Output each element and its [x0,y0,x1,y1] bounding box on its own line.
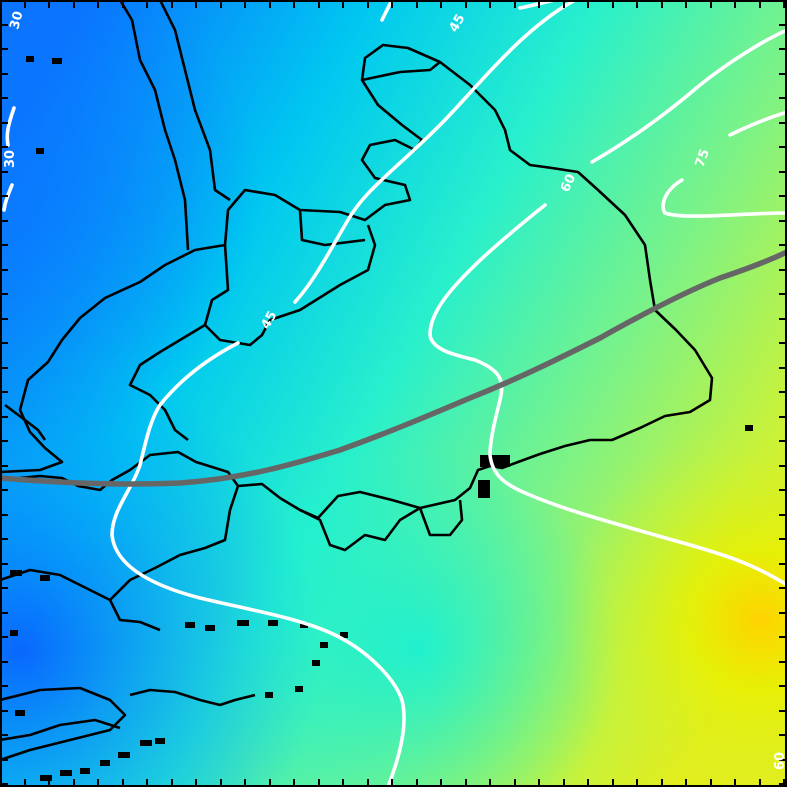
island [36,148,44,154]
island [60,770,72,776]
border-south-east [299,506,421,552]
coast-lower-left [0,686,127,762]
island [478,480,490,498]
island [52,58,62,64]
border-north-east [361,60,441,82]
island [300,622,308,628]
island [40,575,50,581]
border-center [298,209,366,247]
contour-label: 60 [558,172,579,195]
island [185,622,195,628]
border-east-lobe [418,499,464,537]
contour-label: 30 [3,150,18,168]
contour-75-upper [728,110,787,137]
contour-30-left-b [2,183,14,212]
island [26,56,34,62]
contour-label: 60 [773,752,787,770]
contour-label: 30 [7,10,26,31]
island [205,625,215,631]
coast-islands-bottom [129,688,256,707]
contour-30-top [380,0,394,22]
contour-45-main [110,341,406,787]
contour-60-north [428,203,787,587]
island [265,692,273,698]
island [15,710,25,716]
contour-60-upper [590,28,787,164]
island [140,740,152,746]
island [320,642,328,648]
island [312,660,320,666]
storm-track-line [0,249,787,487]
island [155,738,165,744]
island [745,425,753,431]
island [340,632,348,638]
island [80,768,90,774]
island [237,620,249,626]
coastlines [0,0,712,760]
islands [10,56,753,781]
border-north-west [203,224,377,347]
contour-label: 75 [693,147,713,169]
border-west [128,323,206,442]
island [100,760,110,766]
coast-lower-left-2 [0,718,121,742]
island [295,686,303,692]
contour-75 [661,178,787,218]
contour-45-north [293,0,577,304]
coast-peninsula [4,403,47,441]
island [118,752,130,758]
island [10,570,22,576]
border-western-strip-2 [158,0,231,202]
island [40,775,52,781]
border-western-strip [118,0,190,251]
island [480,455,510,467]
island [10,630,18,636]
island [268,620,278,626]
border-south [108,485,240,632]
contour-30-left [5,106,16,147]
